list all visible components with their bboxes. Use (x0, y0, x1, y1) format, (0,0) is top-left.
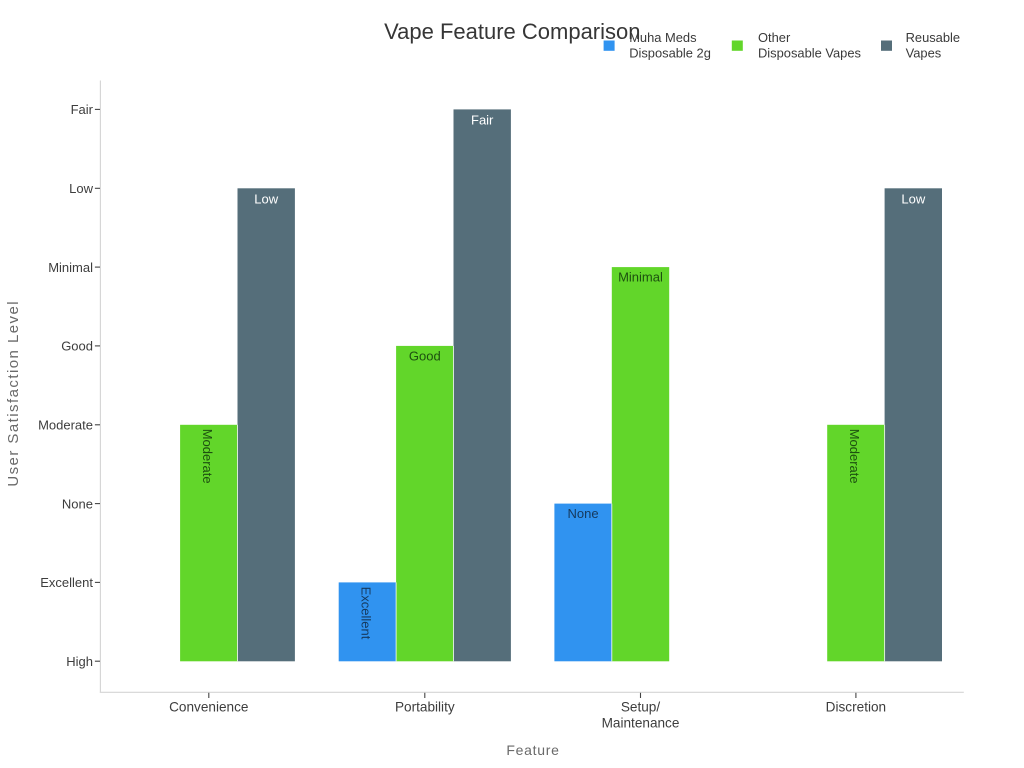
svg-text:Reusable: Reusable (906, 30, 960, 45)
svg-text:Low: Low (69, 181, 93, 196)
svg-text:Other: Other (758, 30, 791, 45)
svg-text:Portability: Portability (395, 700, 455, 715)
svg-text:None: None (62, 496, 93, 511)
svg-text:Minimal: Minimal (618, 270, 663, 285)
svg-text:Excellent: Excellent (40, 575, 93, 590)
svg-text:Low: Low (254, 191, 278, 206)
svg-text:Disposable Vapes: Disposable Vapes (758, 45, 861, 60)
svg-text:Excellent: Excellent (359, 587, 374, 640)
svg-text:User Satisfaction Level: User Satisfaction Level (5, 300, 22, 487)
svg-text:Moderate: Moderate (38, 418, 93, 433)
svg-text:Moderate: Moderate (847, 429, 862, 484)
svg-text:Disposable 2g: Disposable 2g (629, 45, 711, 60)
svg-text:Minimal: Minimal (48, 260, 93, 275)
svg-text:Good: Good (409, 349, 441, 364)
svg-text:Setup/: Setup/ (621, 700, 661, 715)
svg-text:Discretion: Discretion (826, 700, 886, 715)
svg-text:Moderate: Moderate (200, 429, 215, 484)
svg-text:Convenience: Convenience (169, 700, 248, 715)
svg-text:Good: Good (61, 339, 93, 354)
svg-text:High: High (66, 654, 93, 669)
svg-text:Vapes: Vapes (906, 45, 942, 60)
svg-text:Low: Low (901, 191, 925, 206)
svg-text:None: None (568, 506, 599, 521)
svg-text:Muha Meds: Muha Meds (629, 30, 696, 45)
svg-text:Vape Feature Comparison: Vape Feature Comparison (384, 19, 640, 44)
svg-text:Maintenance: Maintenance (602, 716, 680, 731)
svg-text:Fair: Fair (471, 113, 494, 128)
svg-text:Feature: Feature (506, 742, 559, 758)
svg-text:Fair: Fair (71, 102, 94, 117)
